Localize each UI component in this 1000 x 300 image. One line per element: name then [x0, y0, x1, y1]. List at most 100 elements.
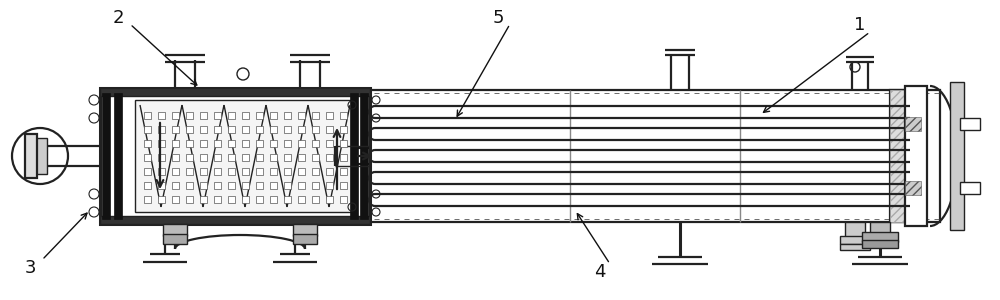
- Bar: [100, 216, 370, 224]
- Bar: [340, 168, 347, 175]
- Bar: [214, 112, 221, 119]
- Bar: [242, 140, 249, 147]
- Bar: [186, 126, 193, 133]
- Bar: [284, 196, 291, 203]
- Bar: [172, 112, 179, 119]
- Bar: [214, 154, 221, 161]
- Bar: [312, 126, 319, 133]
- Bar: [172, 154, 179, 161]
- Bar: [862, 232, 898, 242]
- Text: 2: 2: [112, 9, 124, 27]
- Bar: [242, 182, 249, 189]
- Bar: [228, 182, 235, 189]
- Bar: [200, 126, 207, 133]
- Bar: [312, 196, 319, 203]
- Bar: [200, 140, 207, 147]
- Bar: [312, 140, 319, 147]
- Bar: [312, 182, 319, 189]
- Bar: [163, 234, 187, 244]
- Bar: [172, 168, 179, 175]
- Bar: [242, 112, 249, 119]
- Bar: [144, 154, 151, 161]
- Bar: [326, 140, 333, 147]
- Bar: [144, 168, 151, 175]
- Bar: [172, 126, 179, 133]
- Bar: [186, 154, 193, 161]
- Bar: [270, 168, 277, 175]
- Bar: [228, 196, 235, 203]
- Bar: [312, 168, 319, 175]
- Bar: [293, 224, 317, 236]
- Bar: [298, 154, 305, 161]
- Bar: [158, 196, 165, 203]
- Bar: [214, 182, 221, 189]
- Bar: [340, 154, 347, 161]
- Bar: [256, 196, 263, 203]
- Bar: [326, 196, 333, 203]
- Bar: [25, 134, 37, 178]
- Bar: [284, 168, 291, 175]
- Bar: [256, 126, 263, 133]
- Bar: [114, 93, 122, 219]
- Bar: [298, 196, 305, 203]
- Bar: [326, 168, 333, 175]
- Bar: [200, 154, 207, 161]
- Bar: [950, 82, 964, 230]
- Bar: [326, 126, 333, 133]
- Bar: [350, 93, 358, 219]
- Bar: [200, 112, 207, 119]
- Bar: [284, 154, 291, 161]
- Bar: [214, 140, 221, 147]
- Bar: [172, 182, 179, 189]
- Bar: [905, 117, 921, 131]
- Bar: [840, 244, 870, 250]
- Text: 3: 3: [24, 259, 36, 277]
- Bar: [163, 224, 187, 236]
- Bar: [340, 182, 347, 189]
- Bar: [284, 126, 291, 133]
- Bar: [270, 112, 277, 119]
- Bar: [298, 140, 305, 147]
- Bar: [242, 168, 249, 175]
- Bar: [298, 168, 305, 175]
- Bar: [326, 112, 333, 119]
- Bar: [214, 168, 221, 175]
- Bar: [326, 182, 333, 189]
- Bar: [186, 140, 193, 147]
- Bar: [270, 154, 277, 161]
- Bar: [360, 93, 368, 219]
- Bar: [35, 138, 47, 174]
- Bar: [326, 154, 333, 161]
- Bar: [298, 112, 305, 119]
- Bar: [905, 86, 927, 226]
- Bar: [158, 140, 165, 147]
- Bar: [200, 182, 207, 189]
- Bar: [158, 168, 165, 175]
- Bar: [256, 168, 263, 175]
- Bar: [845, 222, 865, 238]
- Bar: [135, 100, 355, 212]
- Text: 5: 5: [492, 9, 504, 27]
- Bar: [200, 196, 207, 203]
- Bar: [370, 90, 940, 222]
- Bar: [862, 240, 898, 248]
- Bar: [890, 90, 908, 222]
- Bar: [340, 126, 347, 133]
- Bar: [186, 196, 193, 203]
- Bar: [200, 168, 207, 175]
- Bar: [256, 154, 263, 161]
- Bar: [172, 140, 179, 147]
- Bar: [242, 196, 249, 203]
- Bar: [102, 93, 110, 219]
- Bar: [158, 154, 165, 161]
- Bar: [340, 140, 347, 147]
- Bar: [214, 126, 221, 133]
- Bar: [144, 140, 151, 147]
- Bar: [144, 112, 151, 119]
- Bar: [228, 140, 235, 147]
- Bar: [100, 88, 370, 224]
- Bar: [256, 182, 263, 189]
- Bar: [144, 126, 151, 133]
- Bar: [242, 154, 249, 161]
- Bar: [172, 196, 179, 203]
